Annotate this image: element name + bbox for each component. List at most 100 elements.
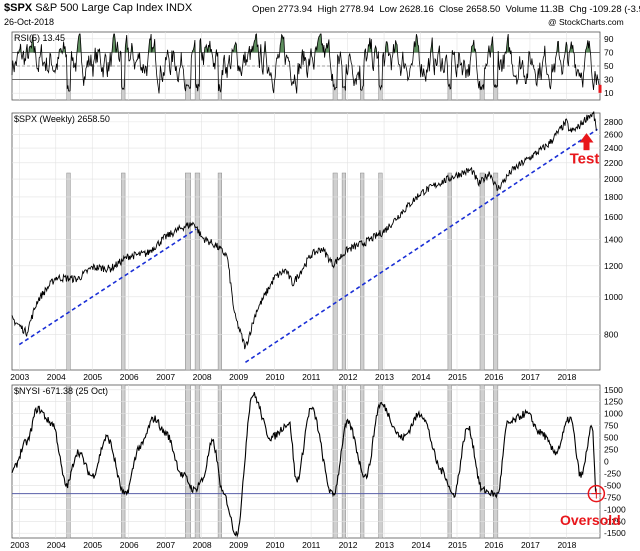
price-tick-label: 1600 (604, 212, 623, 222)
x-tick-label: 2008 (193, 372, 212, 382)
rsi-tick-label: 10 (604, 88, 614, 98)
stockcharts-watermark: @ StockCharts.com (548, 17, 624, 27)
shaded-period (185, 172, 191, 371)
shaded-period (493, 79, 499, 101)
rsi-tick-label: 30 (604, 75, 614, 85)
trendline-1 (18, 228, 197, 346)
shaded-period (479, 172, 485, 371)
nysi-tick-label: -250 (604, 468, 621, 478)
price-tick-label: 1400 (604, 235, 623, 245)
rsi-latest-marker (598, 84, 602, 93)
x-tick-label: 2015 (448, 540, 467, 550)
close-value: 2658.50 (465, 4, 501, 15)
nysi-tick-label: -1000 (604, 504, 626, 514)
x-tick-label: 2016 (484, 540, 503, 550)
ohlc-readout: Open 2773.94 High 2778.94 Low 2628.16 Cl… (252, 4, 640, 15)
x-tick-label: 2014 (412, 540, 431, 550)
shaded-period (66, 172, 71, 371)
shaded-period (121, 172, 126, 371)
x-tick-label: 2005 (83, 372, 102, 382)
x-tick-label: 2017 (521, 540, 540, 550)
x-tick-label: 2006 (120, 372, 139, 382)
test-arrow-shaft (583, 142, 590, 151)
rsi-series-line (11, 33, 601, 94)
shaded-period (493, 172, 499, 371)
x-tick-label: 2003 (10, 372, 29, 382)
x-tick-label: 2013 (375, 372, 394, 382)
rsi-tick-label: 70 (604, 47, 614, 57)
price-tick-label: 1000 (604, 292, 623, 302)
nysi-tick-label: -500 (604, 480, 621, 490)
x-tick-label: 2009 (229, 540, 248, 550)
price-tick-label: 1800 (604, 192, 623, 202)
nysi-tick-label: -750 (604, 492, 621, 502)
nysi-tick-label: 250 (604, 445, 618, 455)
nysi-tick-label: -1250 (604, 516, 626, 526)
exchange: INDX (165, 2, 193, 14)
nysi-tick-label: 0 (604, 457, 609, 467)
shaded-period (194, 172, 201, 371)
x-tick-label: 2004 (47, 372, 66, 382)
shaded-period (360, 172, 365, 371)
nysi-tick-label: 1250 (604, 397, 623, 407)
nysi-tick-label: 1000 (604, 409, 623, 419)
shaded-period (121, 79, 126, 101)
change-value: -109.28 (-3.95%) (589, 4, 640, 15)
x-tick-label: 2011 (302, 372, 321, 382)
rsi-tick-label: 50 (604, 61, 614, 71)
nysi-tick-label: 1500 (604, 385, 623, 395)
x-tick-label: 2012 (339, 540, 358, 550)
x-tick-label: 2007 (156, 540, 175, 550)
x-tick-label: 2009 (229, 372, 248, 382)
price-tick-label: 2000 (604, 174, 623, 184)
x-tick-label: 2012 (339, 372, 358, 382)
price-tick-label: 2200 (604, 158, 623, 168)
price-series-line (11, 111, 597, 350)
shaded-period (447, 79, 452, 101)
shaded-period (185, 79, 191, 101)
price-tick-label: 2400 (604, 143, 623, 153)
x-tick-label: 2006 (120, 540, 139, 550)
trendline-2 (245, 128, 598, 364)
shaded-period (341, 172, 347, 371)
volume-value: 11.3B (539, 4, 565, 15)
price-tick-label: 2600 (604, 129, 623, 139)
x-tick-label: 2015 (448, 372, 467, 382)
price-tick-label: 2800 (604, 117, 623, 127)
nysi-title: $NYSI -671.38 (25 Oct) (14, 386, 108, 396)
test-arrow-icon (579, 133, 594, 143)
shaded-period (447, 172, 452, 371)
symbol: $SPX (4, 2, 33, 14)
x-tick-label: 2013 (375, 540, 394, 550)
price-tick-label: 1200 (604, 261, 623, 271)
x-tick-label: 2011 (302, 540, 321, 550)
nysi-tick-label: -1500 (604, 528, 626, 538)
rsi-title: RSI(5) 13.45 (14, 33, 65, 43)
oversold-circle (587, 484, 606, 503)
x-tick-label: 2018 (557, 372, 576, 382)
x-tick-label: 2010 (266, 372, 285, 382)
low-value: 2628.16 (399, 4, 434, 15)
rsi-tick-label: 90 (604, 34, 614, 44)
index-name: S&P 500 Large Cap Index (35, 2, 163, 14)
oversold-label: Oversold (560, 512, 621, 528)
high-value: 2778.94 (339, 4, 375, 15)
nysi-tick-label: 750 (604, 421, 618, 431)
x-tick-label: 2007 (156, 372, 175, 382)
panel-frame-price (11, 112, 601, 371)
x-tick-label: 2018 (557, 540, 576, 550)
chart-header-title: $SPX S&P 500 Large Cap Index INDX (4, 2, 192, 14)
x-tick-label: 2008 (193, 540, 212, 550)
nysi-series-line (11, 392, 597, 538)
x-tick-label: 2010 (266, 540, 285, 550)
x-tick-label: 2014 (412, 372, 431, 382)
x-tick-label: 2016 (484, 372, 503, 382)
x-tick-label: 2004 (47, 540, 66, 550)
price-title: $SPX (Weekly) 2658.50 (14, 114, 110, 124)
shaded-period (217, 172, 222, 371)
test-label: Test (570, 151, 600, 168)
price-tick-label: 800 (604, 330, 618, 340)
shaded-period (332, 172, 338, 371)
